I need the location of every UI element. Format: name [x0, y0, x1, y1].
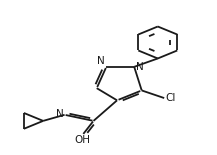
Text: Cl: Cl: [165, 93, 176, 103]
Text: N: N: [56, 109, 64, 120]
Text: N: N: [97, 56, 105, 66]
Text: N: N: [136, 62, 144, 72]
Text: OH: OH: [75, 135, 91, 145]
